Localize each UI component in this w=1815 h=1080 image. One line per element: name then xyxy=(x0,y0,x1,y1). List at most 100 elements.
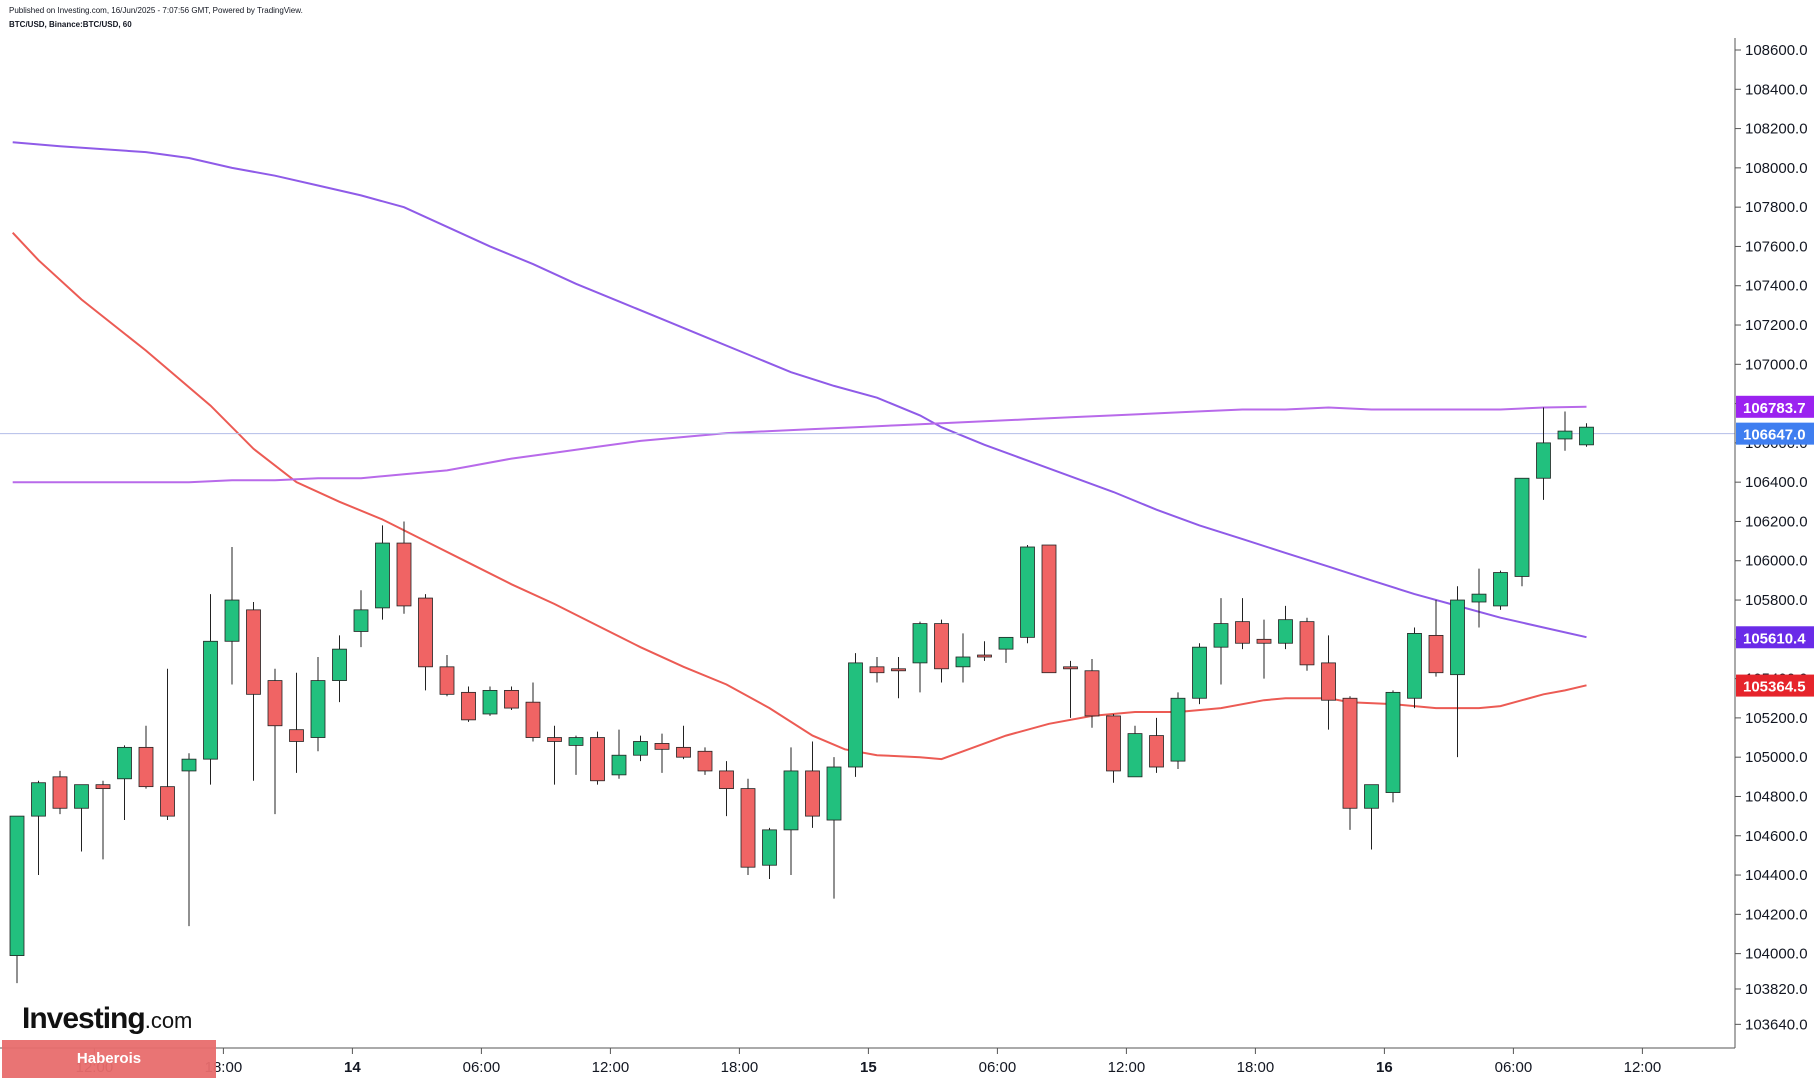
candle-up xyxy=(1170,692,1186,769)
candle-up xyxy=(848,653,863,777)
candle-up xyxy=(1579,423,1594,447)
candle-up xyxy=(1493,570,1508,610)
candle-down xyxy=(461,686,476,722)
candle-body xyxy=(826,766,842,821)
candle-up xyxy=(117,745,132,821)
y-tick-label: 105200.0 xyxy=(1745,710,1808,727)
candle-up xyxy=(826,757,842,899)
candle-body xyxy=(1385,691,1401,793)
candle-body xyxy=(224,599,240,642)
candle-body xyxy=(740,788,756,868)
candle-up xyxy=(633,735,648,762)
y-tick-label: 105000.0 xyxy=(1745,749,1808,766)
candle-body xyxy=(547,737,562,742)
candle-body xyxy=(783,770,799,831)
candle-down xyxy=(439,655,455,697)
candle-up xyxy=(1192,643,1207,705)
x-tick-label: 12:00 xyxy=(1624,1059,1662,1076)
y-tick-label: 107400.0 xyxy=(1745,278,1808,295)
candle-body xyxy=(805,770,820,817)
candle-down xyxy=(267,668,283,815)
candle-up xyxy=(1278,605,1293,650)
candle-body xyxy=(482,689,498,715)
candle-body xyxy=(138,746,154,788)
candle-body xyxy=(1041,544,1057,674)
candle-body xyxy=(504,689,519,709)
candle-down xyxy=(396,521,412,614)
candle-body xyxy=(461,691,476,721)
candle-up xyxy=(310,656,326,752)
candle-body xyxy=(955,656,971,668)
candle-body xyxy=(160,786,175,817)
candle-body xyxy=(977,654,992,658)
candle-down xyxy=(418,594,433,691)
candle-body xyxy=(181,758,197,772)
candle-up xyxy=(1127,725,1143,778)
candle-down xyxy=(1084,658,1100,728)
candle-up xyxy=(9,815,25,984)
y-tick-label: 108000.0 xyxy=(1745,160,1808,177)
candle-body xyxy=(1493,572,1508,607)
candle-body xyxy=(633,741,648,756)
price-tag: 106647.0 xyxy=(1736,422,1814,445)
y-tick-label: 103640.0 xyxy=(1745,1016,1808,1033)
candle-body xyxy=(676,746,691,758)
candle-up xyxy=(31,780,46,876)
candle-down xyxy=(289,672,304,773)
y-axis[interactable]: 108600.0 108400.0 108200.0 108000.0 107800.0… xyxy=(1735,42,1808,1033)
candle-body xyxy=(1149,735,1164,768)
candle-body xyxy=(9,815,25,956)
candle-body xyxy=(719,770,734,790)
price-tag-label: 105610.4 xyxy=(1743,630,1806,647)
candle-body xyxy=(95,784,111,790)
candle-body xyxy=(203,640,218,760)
candle-up xyxy=(74,784,89,852)
y-tick-label: 105800.0 xyxy=(1745,592,1808,609)
candle-body xyxy=(1106,715,1121,772)
candle-down xyxy=(805,741,820,828)
candle-body xyxy=(1428,634,1444,674)
y-tick-label: 106400.0 xyxy=(1745,474,1808,491)
candle-down xyxy=(676,725,691,760)
candle-body xyxy=(1256,638,1272,644)
x-tick-label: 12:00 xyxy=(1108,1059,1146,1076)
price-tag: 106783.7 xyxy=(1736,395,1814,418)
x-tick-label: 06:00 xyxy=(979,1059,1017,1076)
watermark-badge: Haberois xyxy=(2,1040,216,1078)
candle-body xyxy=(1020,546,1035,638)
candle-up xyxy=(611,729,627,779)
candle-body xyxy=(1471,593,1487,603)
candle-down xyxy=(547,725,562,785)
price-tag: 105610.4 xyxy=(1736,626,1814,649)
x-tick-label: 16 xyxy=(1376,1059,1393,1076)
published-note: Published on Investing.com, 16/Jun/2025 … xyxy=(9,6,303,15)
ma-line-0 xyxy=(11,232,1587,761)
candle-down xyxy=(1299,617,1315,671)
candle-up xyxy=(353,590,369,648)
candle-up xyxy=(998,636,1014,663)
ma-line-2 xyxy=(12,405,1587,484)
candle-body xyxy=(31,782,46,817)
candle-body xyxy=(1063,666,1078,670)
candle-down xyxy=(1041,544,1057,674)
y-tick-label: 107800.0 xyxy=(1745,199,1808,216)
candle-up xyxy=(1514,477,1530,587)
candle-down xyxy=(719,761,734,817)
candle-body xyxy=(1084,670,1100,717)
ma-line-1 xyxy=(12,141,1587,639)
candle-down xyxy=(1342,696,1358,830)
candle-body xyxy=(1407,633,1422,699)
y-tick-label: 104400.0 xyxy=(1745,867,1808,884)
x-tick-label: 06:00 xyxy=(1495,1059,1533,1076)
y-tick-label: 108600.0 xyxy=(1745,42,1808,59)
candle-body xyxy=(1579,426,1594,446)
price-tag-bg xyxy=(1736,422,1814,445)
y-tick-label: 104000.0 xyxy=(1745,946,1808,963)
candle-down xyxy=(697,747,713,775)
candle-body xyxy=(353,609,369,632)
candle-body xyxy=(375,542,390,609)
candle-down xyxy=(1063,660,1078,718)
x-axis[interactable]: 12:00 18:00 14 06:00 12:00 18:00 15 06:00 12:00 1… xyxy=(76,1048,1662,1076)
candle-body xyxy=(396,542,412,607)
